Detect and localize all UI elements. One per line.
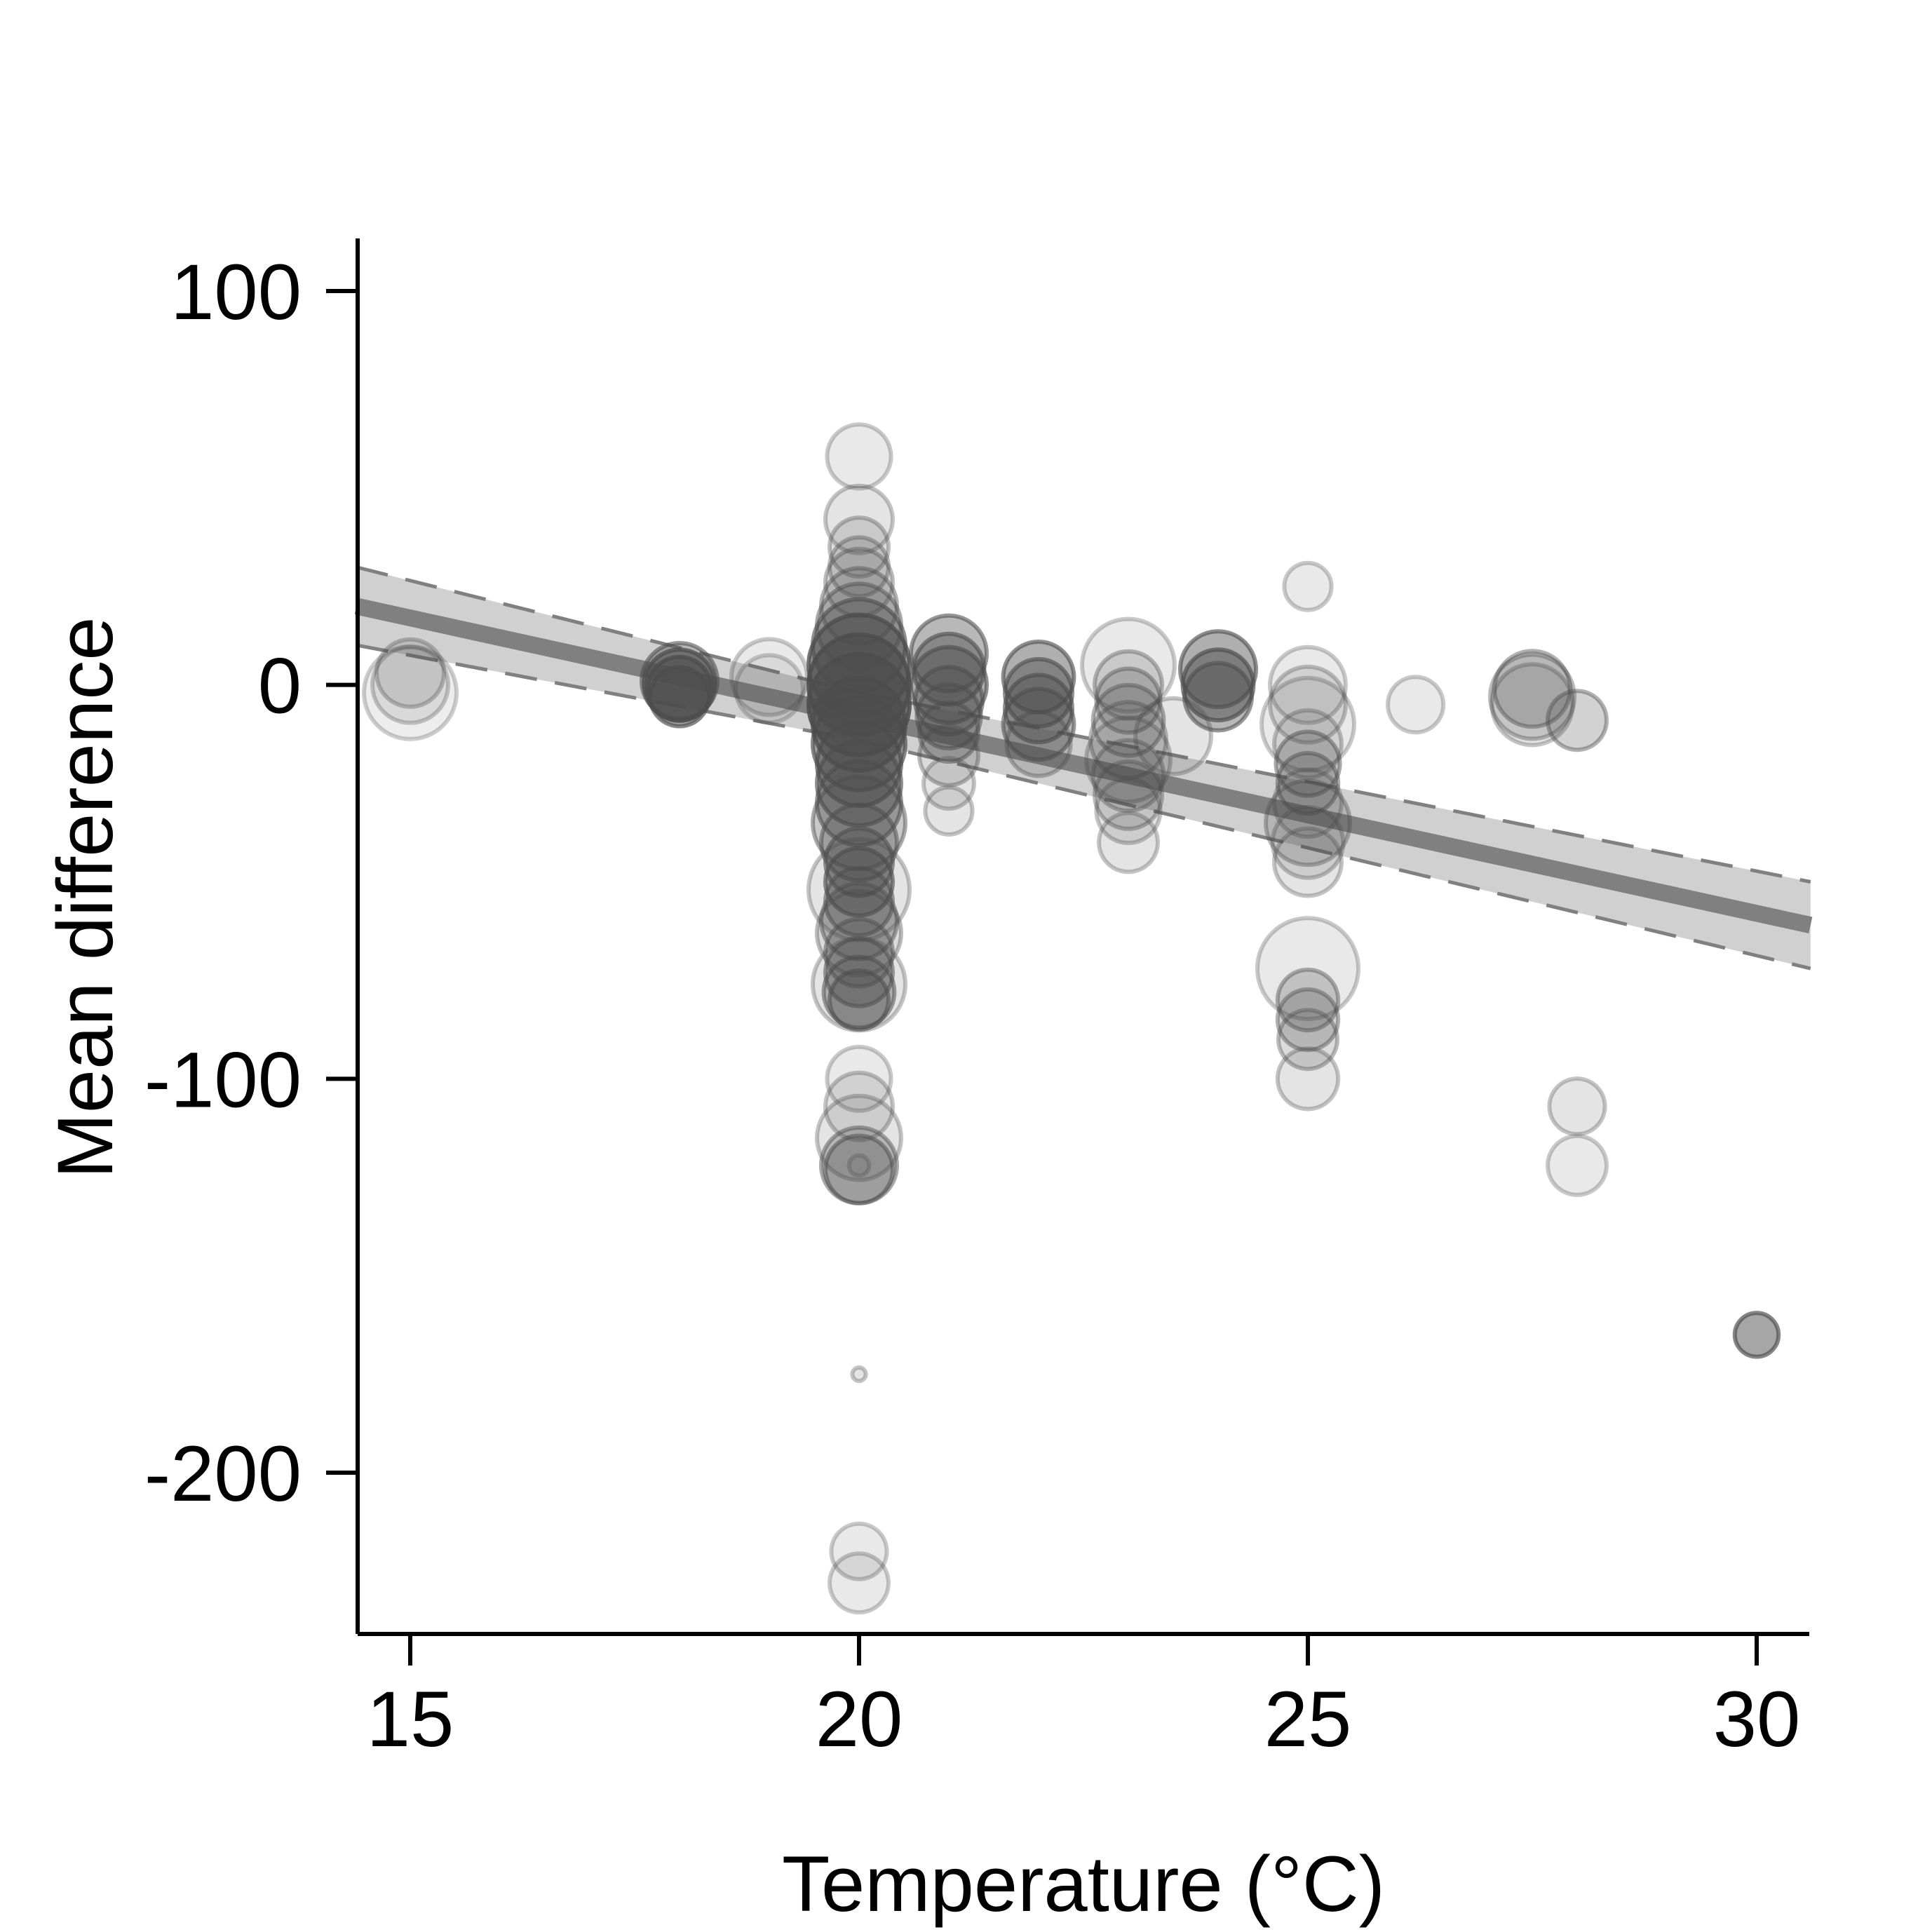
data-point-33: [823, 917, 895, 989]
data-point-80: [1274, 729, 1342, 798]
data-point-63: [1094, 666, 1163, 735]
data-point-28: [823, 846, 895, 918]
ci-upper-line-left: [356, 565, 860, 695]
data-point-75: [1282, 560, 1334, 612]
data-point-53: [917, 724, 980, 788]
data-point-96: [1547, 1076, 1607, 1137]
x-tick-label: 20: [816, 1675, 903, 1763]
y-tick-label: 0: [258, 642, 302, 730]
y-axis-title: Mean difference: [41, 616, 129, 1178]
data-point-83: [1264, 778, 1352, 867]
data-point-43: [846, 1153, 872, 1178]
data-point-60: [1004, 710, 1073, 778]
data-point-86: [1255, 916, 1360, 1022]
ticks-layer: 15 20 25 30 100 0 -100 -200: [144, 248, 1800, 1763]
data-point-23: [815, 739, 903, 828]
data-point-95: [1546, 689, 1609, 752]
data-point-88: [1275, 987, 1341, 1053]
data-point-1: [362, 644, 459, 741]
data-point-46: [827, 1551, 891, 1615]
y-tick-label: -100: [144, 1036, 302, 1123]
data-point-78: [1259, 675, 1356, 773]
data-point-45: [829, 1521, 889, 1581]
x-tick-label: 25: [1264, 1675, 1352, 1763]
data-point-39: [823, 1070, 895, 1142]
data-point-38: [825, 1044, 893, 1113]
data-point-90: [1275, 1046, 1341, 1112]
data-point-10: [823, 483, 895, 555]
x-tick-label: 30: [1713, 1675, 1801, 1763]
data-point-98: [1732, 1311, 1781, 1359]
data-point-61: [1080, 616, 1177, 714]
data-point-50: [913, 665, 985, 737]
data-point-55: [923, 785, 975, 837]
data-point-26: [819, 802, 899, 883]
data-point-62: [1093, 649, 1164, 721]
y-tick-label: -200: [144, 1430, 302, 1518]
data-point-52: [917, 701, 980, 764]
data-point-92: [1492, 649, 1572, 729]
data-point-68: [1093, 759, 1164, 831]
data-point-31: [819, 881, 899, 961]
x-axis-title: Temperature (°C): [782, 1840, 1385, 1928]
data-point-11: [827, 515, 891, 579]
data-point-12: [827, 535, 891, 599]
ci-upper-line-right: [858, 691, 1811, 884]
ci-lower-line-left: [356, 643, 860, 743]
data-point-79: [1272, 708, 1344, 780]
data-point-87: [1275, 967, 1341, 1033]
data-point-59: [1001, 687, 1076, 762]
data-point-42: [823, 1133, 895, 1205]
data-point-2: [374, 637, 446, 709]
data-point-66: [1084, 715, 1173, 804]
data-point-44: [850, 1365, 868, 1384]
data-point-6: [648, 665, 711, 729]
x-tick-label: 15: [367, 1675, 454, 1763]
data-point-85: [1272, 826, 1344, 898]
data-point-9: [825, 422, 893, 491]
data-point-57: [1003, 656, 1074, 729]
data-point-37: [827, 968, 891, 1032]
data-point-93: [1488, 652, 1576, 741]
data-point-91: [1386, 675, 1446, 735]
data-point-76: [1268, 644, 1348, 725]
data-point-69: [1094, 776, 1163, 846]
data-point-97: [1546, 1133, 1609, 1197]
data-point-65: [1088, 700, 1168, 781]
data-point-94: [1489, 662, 1575, 748]
data-point-0: [370, 644, 450, 725]
confidence-band-layer: [354, 565, 1813, 971]
data-point-70: [1097, 811, 1160, 874]
data-point-84: [1270, 804, 1346, 880]
y-tick-label: 100: [170, 248, 302, 336]
data-points-layer: [362, 422, 1781, 1615]
data-point-54: [921, 756, 976, 811]
data-point-81: [1275, 750, 1341, 816]
ci-lower-line-right: [858, 738, 1811, 971]
data-point-64: [1090, 682, 1166, 758]
data-point-32: [815, 889, 903, 978]
axes-layer: [356, 238, 1809, 1636]
data-point-30: [823, 865, 895, 938]
data-point-74: [1182, 661, 1254, 733]
data-point-67: [1090, 738, 1166, 813]
data-point-27: [823, 826, 895, 898]
data-point-82: [1272, 767, 1344, 839]
regression-line: [354, 597, 1813, 934]
data-point-8: [734, 653, 805, 725]
data-point-77: [1268, 664, 1348, 745]
data-point-89: [1276, 1008, 1339, 1072]
data-point-40: [815, 1093, 903, 1182]
data-point-51: [914, 682, 983, 751]
